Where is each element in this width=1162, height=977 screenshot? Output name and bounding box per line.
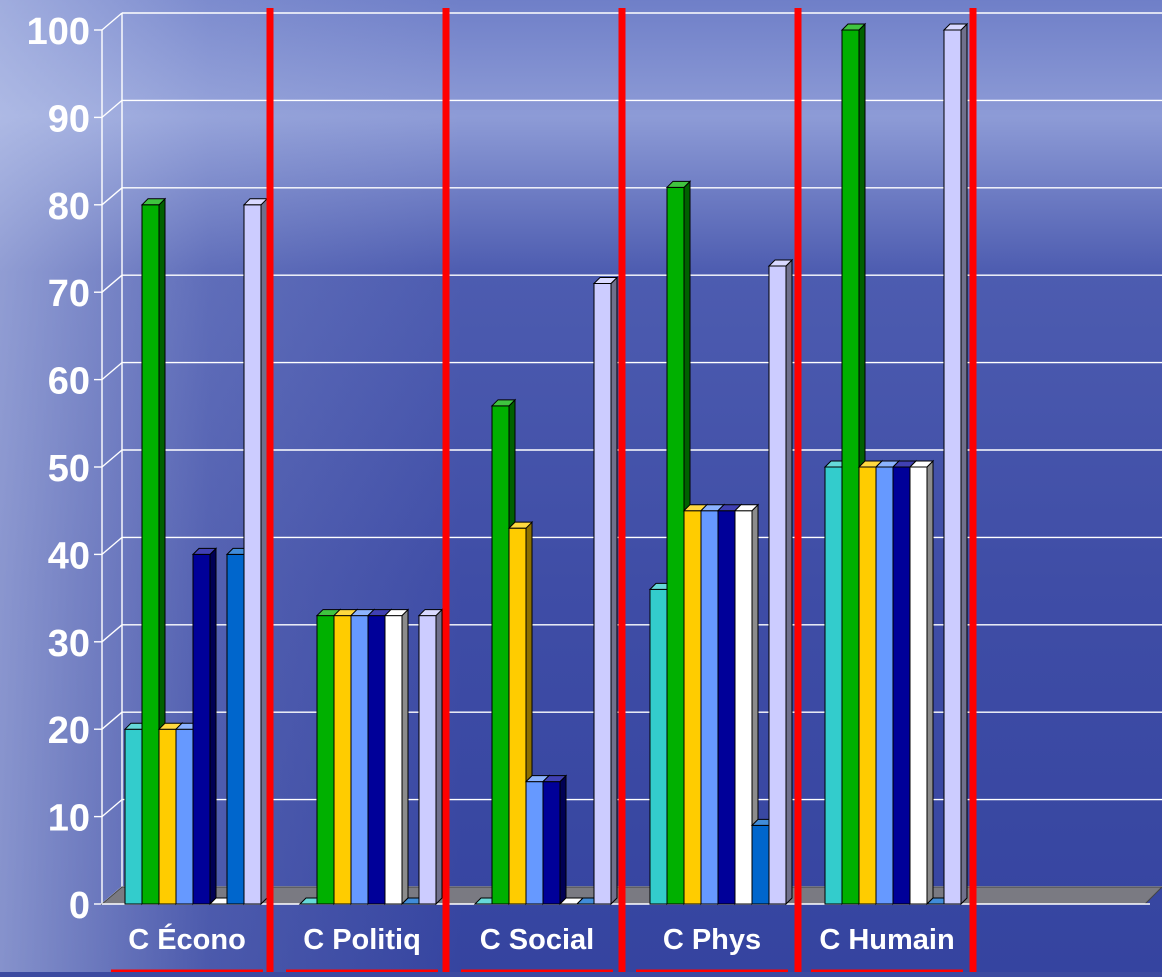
gridline-side bbox=[101, 449, 123, 468]
gridline-side bbox=[101, 187, 123, 206]
y-tick-label: 30 bbox=[48, 623, 90, 665]
bar bbox=[508, 527, 527, 905]
y-tick-label: 100 bbox=[27, 11, 90, 53]
bar bbox=[491, 405, 510, 905]
bar-top bbox=[507, 521, 534, 529]
gridline-side bbox=[101, 99, 123, 118]
x-tick-label: C Politiq bbox=[303, 924, 421, 956]
bar-top bbox=[665, 180, 692, 188]
bar bbox=[666, 186, 685, 905]
bar-side bbox=[610, 276, 618, 906]
bar bbox=[683, 510, 702, 905]
y-tick-label: 50 bbox=[48, 448, 90, 490]
x-tick-label: C Social bbox=[480, 924, 594, 956]
bar-top bbox=[191, 547, 218, 555]
x-tick-label: C Écono bbox=[128, 922, 246, 956]
bar bbox=[875, 466, 894, 905]
y-tick-label: 20 bbox=[48, 710, 90, 752]
y-axis-ticks: 0 10 20 30 40 50 60 70 80 90 100 bbox=[27, 11, 90, 927]
bar bbox=[542, 781, 561, 905]
gridline-side bbox=[101, 362, 123, 381]
bar bbox=[333, 615, 352, 905]
x-tick-label: C Humain bbox=[819, 924, 954, 956]
bar bbox=[824, 466, 843, 905]
bar bbox=[717, 510, 736, 905]
gridline-side bbox=[101, 711, 123, 730]
gridline-side bbox=[101, 799, 123, 818]
bar bbox=[384, 615, 403, 905]
bar-side bbox=[435, 608, 443, 906]
bar bbox=[226, 553, 245, 905]
bar-side bbox=[559, 774, 567, 906]
bar bbox=[734, 510, 753, 905]
gridline-side bbox=[101, 536, 123, 555]
bar-side bbox=[260, 197, 268, 906]
bar bbox=[124, 728, 143, 905]
bar bbox=[700, 510, 719, 905]
bars-layer bbox=[123, 22, 969, 906]
bar-top bbox=[592, 276, 619, 284]
y-tick-label: 90 bbox=[48, 98, 90, 140]
bar bbox=[350, 615, 369, 905]
bar-top bbox=[490, 399, 517, 407]
gridline-side bbox=[101, 12, 123, 31]
bar bbox=[243, 204, 262, 905]
bar bbox=[649, 588, 668, 905]
bar bbox=[418, 615, 437, 905]
y-tick-label: 60 bbox=[48, 361, 90, 403]
x-axis-labels: C Écono C Politiq C Social C Phys C Humain bbox=[111, 922, 963, 973]
bar bbox=[141, 204, 160, 905]
gridline-side bbox=[101, 624, 123, 643]
y-tick-label: 0 bbox=[69, 885, 90, 927]
y-tick-label: 10 bbox=[48, 798, 90, 840]
bar-side bbox=[209, 547, 217, 906]
bar-side bbox=[785, 258, 793, 906]
bar-top bbox=[908, 460, 935, 468]
bar-top bbox=[840, 23, 867, 31]
bar-top bbox=[417, 609, 444, 617]
bar bbox=[175, 728, 194, 905]
bar-side bbox=[926, 459, 934, 906]
bar bbox=[367, 615, 386, 905]
bar bbox=[943, 29, 962, 905]
bar-top bbox=[140, 198, 167, 206]
bar bbox=[158, 728, 177, 905]
bar bbox=[858, 466, 877, 905]
bar-side bbox=[960, 22, 968, 906]
bar-top bbox=[541, 775, 568, 783]
category-separators bbox=[266, 8, 977, 972]
bar-side bbox=[401, 608, 409, 906]
bar bbox=[841, 29, 860, 905]
bar bbox=[892, 466, 911, 905]
gridline-side bbox=[101, 274, 123, 293]
bar bbox=[751, 824, 770, 905]
bar bbox=[593, 282, 612, 905]
bar bbox=[768, 265, 787, 905]
bar-top bbox=[733, 504, 760, 512]
bar bbox=[909, 466, 928, 905]
bar bbox=[192, 553, 211, 905]
y-tick-label: 80 bbox=[48, 186, 90, 228]
bar bbox=[316, 615, 335, 905]
y-tick-label: 40 bbox=[48, 535, 90, 577]
bar bbox=[525, 781, 544, 905]
grid-layer bbox=[94, 12, 1162, 905]
x-tick-label: C Phys bbox=[663, 924, 761, 956]
bar-top bbox=[767, 259, 794, 267]
bar-top bbox=[942, 23, 969, 31]
bar-top bbox=[383, 609, 410, 617]
y-tick-label: 70 bbox=[48, 273, 90, 315]
